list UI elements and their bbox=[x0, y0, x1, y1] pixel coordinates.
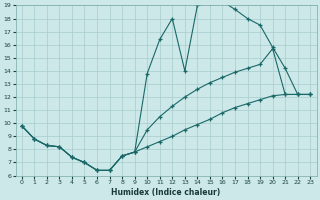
X-axis label: Humidex (Indice chaleur): Humidex (Indice chaleur) bbox=[111, 188, 221, 197]
